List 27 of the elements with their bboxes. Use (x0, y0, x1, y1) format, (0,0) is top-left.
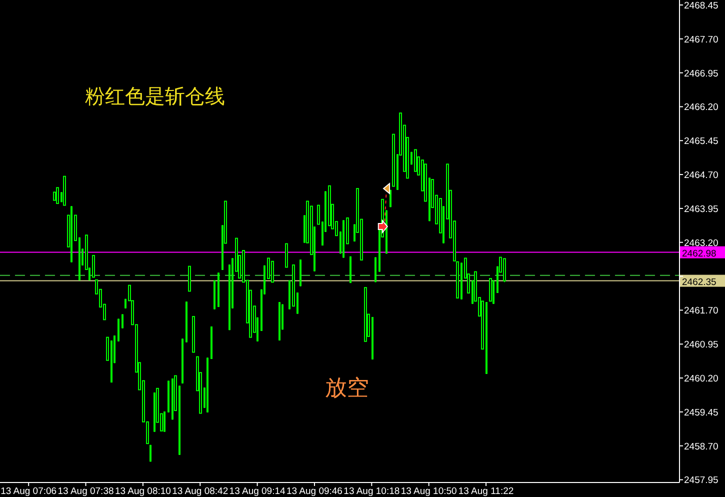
x-tick-label: 13 Aug 09:46 (286, 486, 342, 497)
x-tick-label: 13 Aug 09:14 (229, 486, 286, 497)
y-tick-label: 2468.45 (684, 0, 718, 12)
y-tick-label: 2461.70 (684, 306, 718, 317)
x-tick-label: 13 Aug 07:06 (0, 486, 57, 497)
x-tick-label: 13 Aug 10:50 (400, 486, 457, 497)
x-tick-label: 13 Aug 11:22 (458, 486, 514, 497)
y-tick-label: 2458.70 (684, 441, 718, 452)
y-tick-label: 2466.95 (684, 68, 718, 80)
y-tick-label: 2459.45 (684, 407, 718, 418)
y-tick-label: 2457.95 (684, 475, 718, 486)
x-tick-label: 13 Aug 08:42 (172, 486, 228, 497)
ref-line-label: 2462.98 (682, 248, 716, 260)
x-tick-label: 13 Aug 10:18 (344, 486, 400, 497)
y-tick-label: 2465.45 (684, 136, 718, 148)
annotation: 粉红色是斩仓线 (85, 86, 225, 108)
y-tick-label: 2460.20 (684, 374, 718, 385)
annotation: 放空 (325, 375, 369, 400)
y-tick-label: 2467.70 (684, 34, 718, 46)
x-tick-label: 13 Aug 08:10 (114, 486, 171, 497)
y-tick-label: 2463.95 (684, 204, 718, 215)
y-tick-label: 2466.20 (684, 102, 718, 114)
y-tick-label: 2464.70 (684, 170, 718, 182)
y-tick-label: 2460.95 (684, 340, 718, 351)
y-tick-label: 2463.20 (684, 238, 718, 249)
ref-line-label: 2462.35 (682, 276, 716, 288)
x-tick-label: 13 Aug 07:38 (58, 486, 114, 497)
